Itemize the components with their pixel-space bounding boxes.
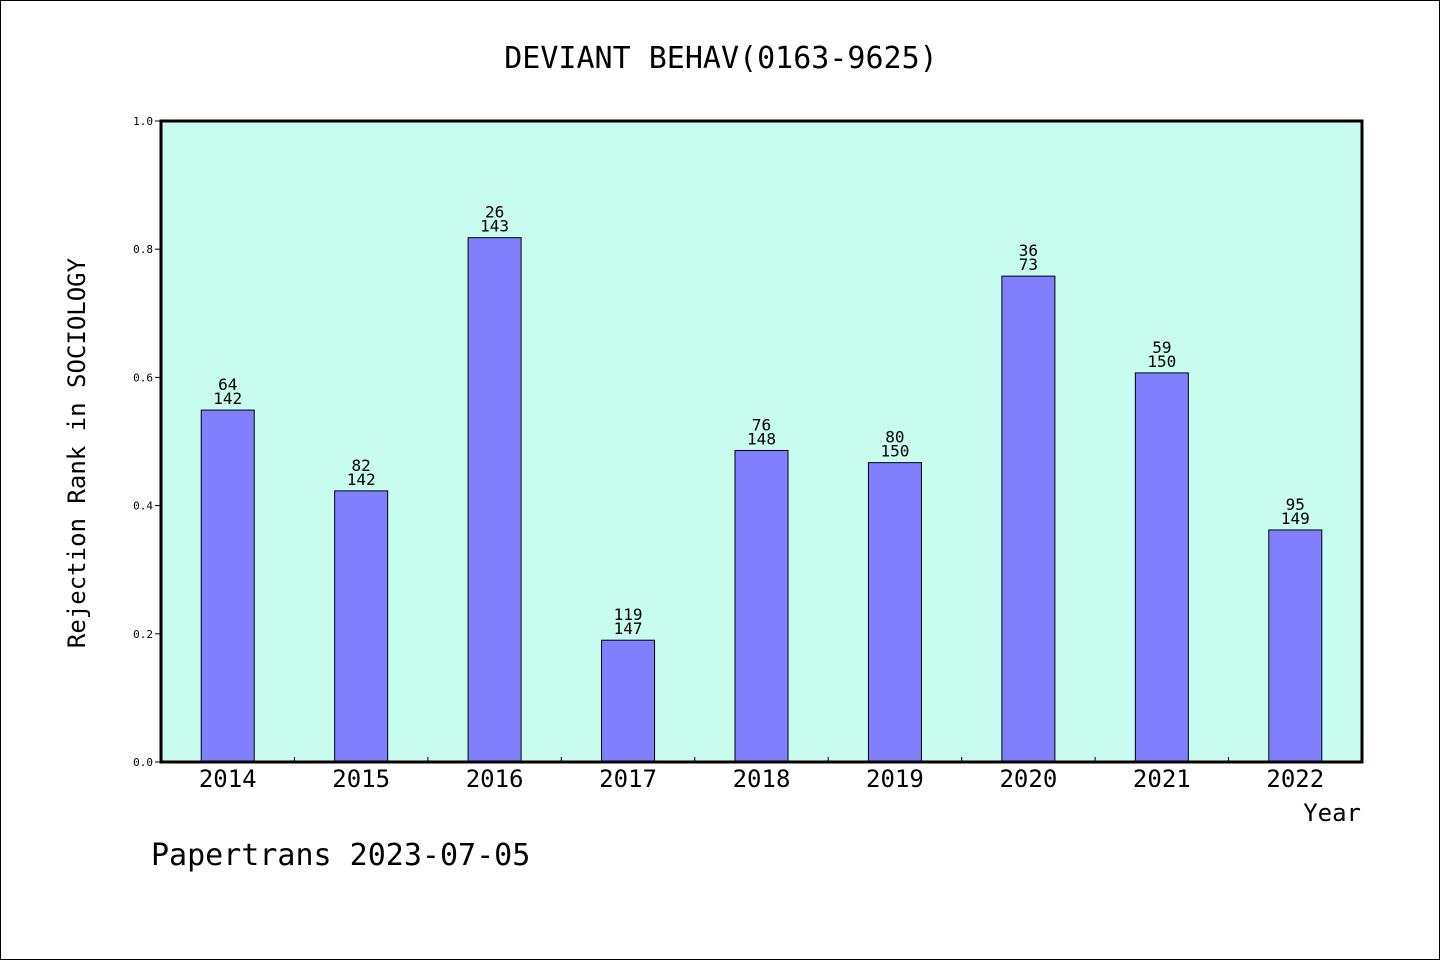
bar-total-label: 148: [747, 429, 776, 448]
bar-rank-label: 82: [352, 456, 371, 475]
x-axis-title: Year: [1303, 799, 1361, 827]
y-tick-label: 0.0: [133, 756, 153, 769]
bar-rank-label: 95: [1286, 495, 1305, 514]
bar-total-label: 150: [880, 442, 909, 461]
bar-2018: [734, 449, 789, 763]
y-tick-label: 0.4: [133, 500, 153, 513]
bar-2017: [601, 639, 656, 763]
x-tick-label: 2021: [1133, 765, 1191, 793]
x-axis: 2014 2015 2016 2017 2018 2019 2020 2021 2022: [199, 757, 1324, 793]
x-tick-label: 2017: [599, 765, 657, 793]
bar-total-label: 150: [1147, 352, 1176, 371]
y-tick-label: 0.8: [133, 243, 153, 256]
x-tick-label: 2020: [999, 765, 1057, 793]
bar-rank-label: 26: [485, 203, 504, 222]
bar-2019: [867, 462, 922, 763]
bar-rank-label: 119: [614, 605, 643, 624]
y-axis: 0.0 0.2 0.4 0.6 0.8 1.0: [133, 115, 161, 769]
bar-2015: [334, 490, 389, 763]
bar-2021: [1134, 372, 1189, 763]
bar-rank-label: 76: [752, 415, 771, 434]
x-tick-label: 2018: [733, 765, 791, 793]
x-tick-label: 2022: [1266, 765, 1324, 793]
y-tick-label: 1.0: [133, 115, 153, 128]
bars-group: [200, 237, 1323, 763]
bar-rank-label: 80: [885, 428, 904, 447]
bar-total-label: 147: [614, 619, 643, 638]
bar-total-label: 142: [347, 470, 376, 489]
bar-total-label: 149: [1281, 509, 1310, 528]
y-tick-label: 0.6: [133, 371, 153, 384]
bar-rank-label: 59: [1152, 338, 1171, 357]
bar-2022: [1268, 529, 1323, 763]
bar-total-label: 142: [213, 389, 242, 408]
chart-title: DEVIANT BEHAV(0163-9625): [504, 41, 937, 76]
x-tick-label: 2015: [332, 765, 390, 793]
footer-stamp: Papertrans 2023-07-05: [151, 838, 530, 873]
bar-rank-label: 64: [218, 375, 237, 394]
bar-2014: [200, 409, 255, 763]
bar-rank-label: 36: [1019, 241, 1038, 260]
bar-2020: [1001, 275, 1056, 763]
bar-total-label: 143: [480, 217, 509, 236]
x-tick-label: 2016: [466, 765, 524, 793]
plot-border: [159, 119, 1364, 764]
y-tick-label: 0.2: [133, 628, 153, 641]
y-axis-title: Rejection Rank in SOCIOLOGY: [63, 257, 91, 648]
x-tick-label: 2019: [866, 765, 924, 793]
bar-total-label: 73: [1019, 255, 1038, 274]
bar-2016: [467, 237, 522, 763]
x-tick-label: 2014: [199, 765, 257, 793]
